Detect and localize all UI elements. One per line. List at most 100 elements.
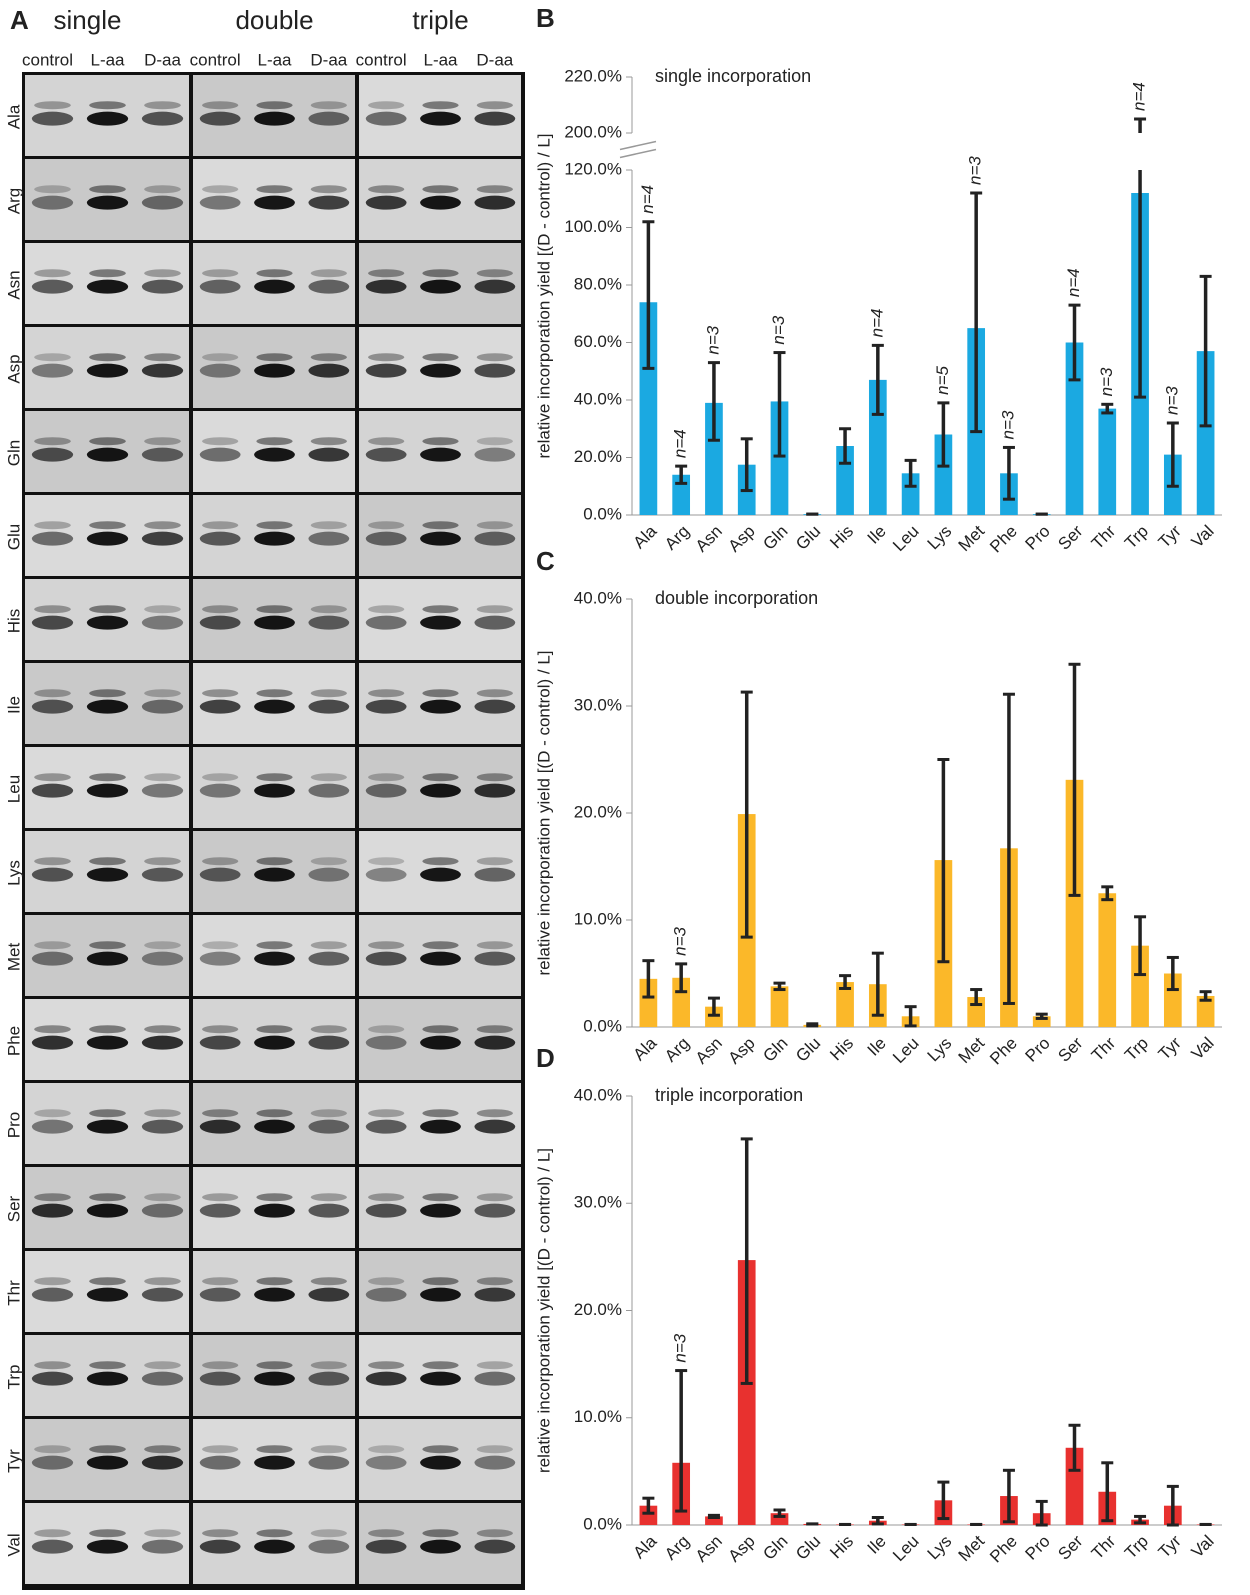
gel-band bbox=[199, 867, 241, 882]
gel-band bbox=[474, 1455, 516, 1470]
gel-band bbox=[422, 437, 459, 446]
x-tick-label: Phe bbox=[986, 1532, 1021, 1567]
gel-band bbox=[365, 363, 407, 378]
gel-band bbox=[86, 867, 129, 882]
y-tick-label: 0.0% bbox=[583, 504, 622, 523]
x-tick-label: Arg bbox=[661, 1532, 693, 1564]
gel-band bbox=[420, 1035, 461, 1050]
gel-band bbox=[308, 615, 350, 630]
gel-band bbox=[144, 101, 181, 110]
gel-band bbox=[368, 689, 405, 698]
gel-band bbox=[31, 1203, 74, 1218]
gel-band bbox=[474, 195, 516, 210]
gel-band bbox=[365, 195, 407, 210]
gel-band bbox=[310, 1025, 347, 1034]
gel-band bbox=[365, 699, 407, 714]
gel-band bbox=[254, 531, 295, 546]
gel-band bbox=[31, 783, 74, 798]
x-tick-label: Thr bbox=[1088, 1033, 1120, 1065]
x-tick-label: Ser bbox=[1054, 1033, 1086, 1065]
gel-band bbox=[31, 615, 74, 630]
gel-band bbox=[31, 951, 74, 966]
gel-band bbox=[34, 773, 71, 782]
x-tick-label: Asp bbox=[725, 1532, 759, 1566]
lane-label: control bbox=[190, 50, 241, 69]
y-tick-label: 30.0% bbox=[574, 1193, 622, 1212]
gel-band bbox=[476, 1193, 513, 1202]
gel-band bbox=[199, 1203, 241, 1218]
x-tick-label: Tyr bbox=[1155, 1531, 1185, 1561]
gel-band bbox=[141, 363, 184, 378]
gel-band bbox=[310, 1193, 347, 1202]
gel-band bbox=[34, 437, 71, 446]
x-tick-label: Asp bbox=[725, 1034, 759, 1068]
row-label: Val bbox=[4, 1533, 23, 1556]
n-label: n=4 bbox=[1064, 268, 1083, 297]
gel-band bbox=[420, 1119, 461, 1134]
bar bbox=[1065, 779, 1084, 1027]
gel-band bbox=[199, 1287, 241, 1302]
gel-band bbox=[89, 1025, 126, 1034]
gel-band bbox=[368, 269, 405, 278]
gel-band bbox=[420, 1203, 461, 1218]
gel-band bbox=[202, 689, 239, 698]
bar bbox=[1098, 893, 1117, 1027]
x-tick-label: Pro bbox=[1022, 522, 1054, 554]
gel-band bbox=[89, 437, 126, 446]
y-tick-label: 40.0% bbox=[574, 588, 622, 607]
gel-band bbox=[199, 1371, 241, 1386]
gel-band bbox=[34, 269, 71, 278]
gel-band bbox=[144, 1193, 181, 1202]
n-label: n=3 bbox=[998, 410, 1017, 439]
gel-band bbox=[141, 1371, 184, 1386]
gel-band bbox=[474, 1539, 516, 1554]
gel-band bbox=[365, 615, 407, 630]
gel-band bbox=[476, 521, 513, 530]
gel-band bbox=[86, 783, 129, 798]
gel-band bbox=[368, 1445, 405, 1454]
gel-band bbox=[476, 1109, 513, 1118]
gel-band bbox=[86, 951, 129, 966]
lane-label: control bbox=[356, 50, 407, 69]
gel-band bbox=[476, 773, 513, 782]
gel-band bbox=[141, 447, 184, 462]
gel-band bbox=[368, 1361, 405, 1370]
panel-label: A bbox=[10, 5, 29, 35]
x-tick-label: Glu bbox=[792, 1034, 824, 1066]
gel-band bbox=[365, 447, 407, 462]
row-label: Lys bbox=[4, 860, 23, 886]
gel-band bbox=[422, 521, 459, 530]
gel-band bbox=[86, 699, 129, 714]
gel-band bbox=[89, 773, 126, 782]
gel-band bbox=[144, 1529, 181, 1538]
gel-band bbox=[310, 1109, 347, 1118]
n-label: n=5 bbox=[933, 365, 952, 394]
gel-band bbox=[34, 1025, 71, 1034]
gel-band bbox=[199, 111, 241, 126]
gel-band bbox=[368, 437, 405, 446]
row-label: Met bbox=[4, 943, 23, 972]
y-tick-label: 20.0% bbox=[574, 802, 622, 821]
bar bbox=[639, 1505, 658, 1525]
gel-band bbox=[141, 867, 184, 882]
gel-band bbox=[310, 185, 347, 194]
gel-band bbox=[141, 1035, 184, 1050]
gel-band bbox=[144, 185, 181, 194]
gel-band bbox=[476, 689, 513, 698]
n-label: n=3 bbox=[703, 325, 722, 354]
gel-band bbox=[141, 1119, 184, 1134]
gel-band bbox=[89, 521, 126, 530]
gel-band bbox=[254, 447, 295, 462]
gel-band bbox=[31, 1539, 74, 1554]
x-tick-label: Phe bbox=[986, 522, 1021, 557]
gel-band bbox=[422, 1277, 459, 1286]
gel-band bbox=[256, 1193, 293, 1202]
gel-band bbox=[141, 1203, 184, 1218]
x-tick-label: Asn bbox=[692, 522, 726, 556]
gel-band bbox=[31, 1455, 74, 1470]
chart-title: triple incorporation bbox=[655, 1085, 803, 1105]
gel-band bbox=[202, 857, 239, 866]
row-label: Asn bbox=[4, 270, 23, 299]
gel-band bbox=[89, 353, 126, 362]
gel-band bbox=[420, 783, 461, 798]
